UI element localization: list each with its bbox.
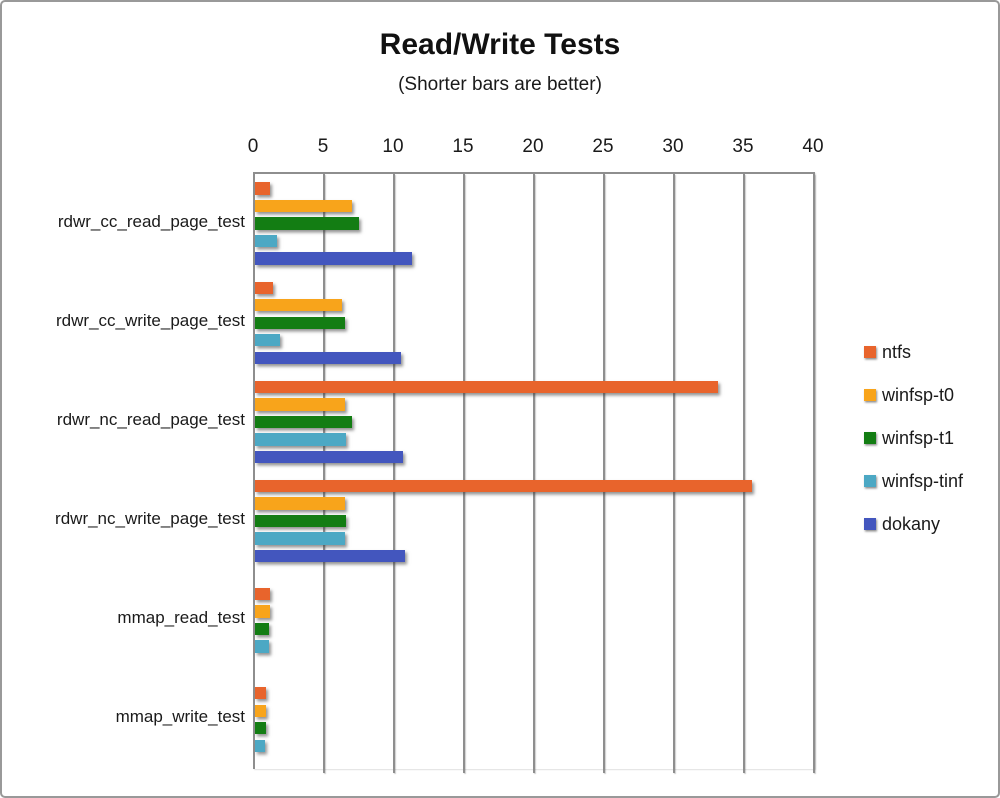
bar-ntfs [255, 479, 752, 493]
bar-winfsp-tinf [255, 334, 281, 347]
x-axis-tick-label: 5 [317, 136, 329, 157]
legend-swatch-winfsp-t1 [864, 432, 876, 444]
bar-winfsp-t1 [255, 514, 346, 528]
category-label: mmap_write_test [115, 707, 245, 727]
bar-winfsp-t1 [255, 415, 352, 429]
x-axis-tick-label: 15 [452, 136, 474, 157]
bar-winfsp-t0 [255, 299, 342, 312]
x-axis-tick-label: 40 [802, 136, 824, 157]
bar-winfsp-t0 [255, 398, 345, 411]
x-axis-tick-label: 35 [732, 136, 754, 157]
legend-label: winfsp-tinf [882, 471, 964, 491]
legend-label: dokany [882, 514, 941, 534]
legend-label: winfsp-t0 [882, 385, 955, 405]
category-label: mmap_read_test [117, 608, 245, 628]
x-axis-tick-label: 10 [382, 136, 404, 157]
plot-area [253, 172, 815, 773]
gridline [393, 174, 395, 773]
category-label: rdwr_nc_write_page_test [55, 509, 245, 529]
bar-winfsp-t1 [255, 316, 345, 329]
bar-ntfs [255, 587, 271, 601]
legend-label: ntfs [882, 342, 912, 362]
gridline [603, 174, 605, 773]
bar-winfsp-t1 [255, 622, 269, 636]
category-label: rdwr_cc_read_page_test [57, 211, 245, 231]
legend-item: winfsp-t0 [864, 385, 963, 405]
legend-label: winfsp-t1 [882, 428, 955, 448]
bar-winfsp-tinf [255, 739, 265, 752]
gridline [463, 174, 465, 773]
chart-subtitle: (Shorter bars are better) [398, 74, 602, 95]
bar-dokany [255, 252, 412, 265]
legend-item: dokany [864, 514, 963, 534]
bar-winfsp-t0 [255, 199, 352, 213]
bar-dokany [255, 549, 405, 563]
bar-winfsp-t0 [255, 605, 271, 618]
bar-winfsp-tinf [255, 433, 346, 446]
category-label: rdwr_nc_read_page_test [56, 409, 245, 429]
x-axis-tick-label: 25 [592, 136, 614, 157]
bar-winfsp-t0 [255, 497, 345, 510]
gridline [813, 174, 815, 773]
legend-swatch-winfsp-tinf [864, 475, 876, 487]
bar-ntfs [255, 380, 719, 394]
legend-item: ntfs [864, 342, 963, 362]
legend: ntfs winfsp-t0 winfsp-t1 winfsp-tinf dokany [864, 342, 964, 534]
bar-winfsp-tinf [255, 234, 278, 248]
x-axis-tick-label: 0 [247, 136, 259, 157]
bar-winfsp-tinf [255, 532, 345, 545]
x-axis-tick-label: 20 [522, 136, 544, 157]
legend-swatch-ntfs [864, 346, 876, 358]
bar-ntfs [255, 182, 271, 195]
category-label: rdwr_cc_write_page_test [56, 310, 245, 330]
gridline [323, 174, 325, 773]
legend-swatch-dokany [864, 518, 876, 530]
bar-ntfs [255, 687, 267, 700]
gridline [533, 174, 535, 773]
bar-dokany [255, 351, 401, 364]
x-axis-tick-label: 30 [662, 136, 684, 157]
legend-swatch-winfsp-t0 [864, 389, 876, 401]
bar-ntfs [255, 281, 274, 294]
legend-item: winfsp-tinf [864, 471, 964, 491]
gridline [673, 174, 675, 773]
chart-title: Read/Write Tests [379, 28, 621, 61]
gridline [743, 174, 745, 773]
bar-winfsp-t1 [255, 722, 267, 735]
legend-item: winfsp-t1 [864, 428, 963, 448]
bar-winfsp-tinf [255, 640, 269, 653]
bar-winfsp-t1 [255, 217, 359, 230]
bar-dokany [255, 450, 404, 464]
bar-winfsp-t0 [255, 704, 267, 717]
